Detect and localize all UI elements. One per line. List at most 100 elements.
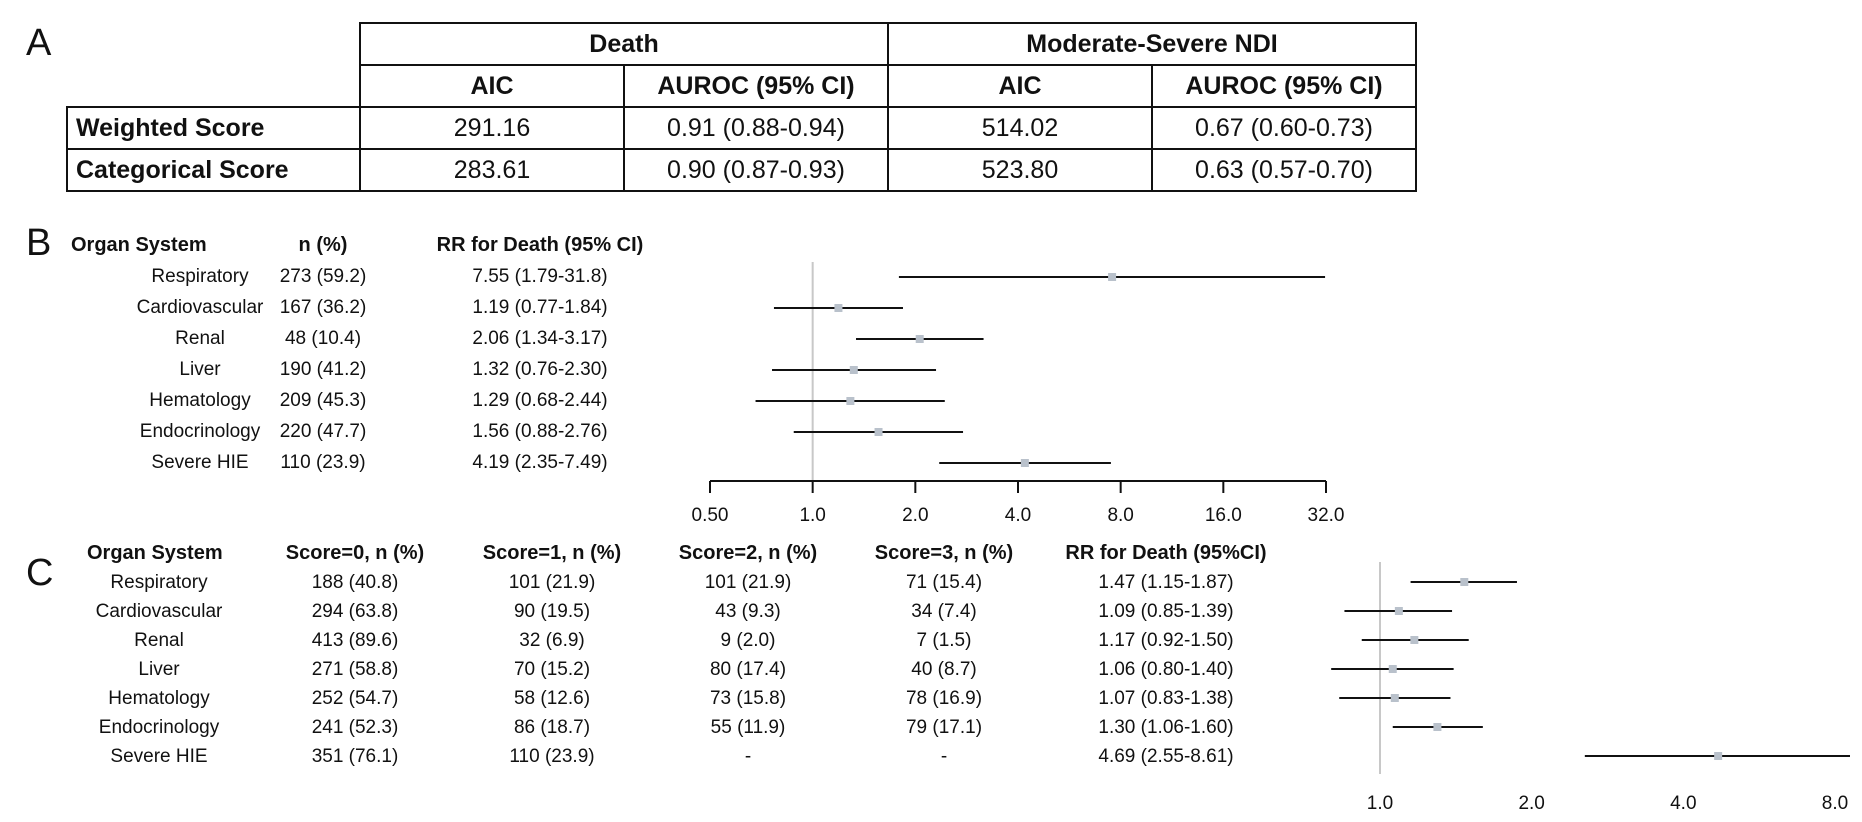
table-cell: 0.90 (0.87-0.93) [623, 148, 889, 192]
group-header-ndi: Moderate-Severe NDI [887, 22, 1417, 66]
subheader-auroc-ndi: AUROC (95% CI) [1151, 64, 1417, 108]
point-estimate [834, 304, 843, 312]
row-score-0: 241 (52.3) [311, 717, 399, 738]
row-rr: 1.56 (0.88-2.76) [472, 421, 608, 442]
x-tick-label: 4.0 [1670, 793, 1696, 814]
row-organ-system: Cardiovascular [95, 601, 223, 622]
point-estimate [1388, 665, 1397, 673]
row-score-1: 58 (12.6) [513, 688, 591, 709]
row-rr: 1.19 (0.77-1.84) [472, 297, 608, 318]
point-estimate [915, 335, 924, 343]
row-n: 273 (59.2) [279, 266, 367, 287]
model-comparison-table: Death Moderate-Severe NDI AIC AUROC (95%… [66, 22, 1417, 192]
row-score-1: 70 (15.2) [513, 659, 591, 680]
row-organ-system: Hematology [108, 688, 210, 709]
row-rr: 1.07 (0.83-1.38) [1098, 688, 1234, 709]
header-organ-system: Organ System [87, 542, 223, 564]
row-score-2: 101 (21.9) [704, 572, 792, 593]
header-score-1: Score=1, n (%) [482, 542, 622, 564]
row-score-3: 40 (8.7) [911, 659, 977, 680]
row-n: 110 (23.9) [280, 452, 366, 473]
row-rr: 1.32 (0.76-2.30) [472, 359, 608, 380]
x-tick-label: 0.50 [692, 505, 729, 526]
panel-label-c: C [26, 552, 54, 594]
x-tick-label: 1.0 [1367, 793, 1393, 814]
row-score-3: 78 (16.9) [905, 688, 983, 709]
row-score-2: 73 (15.8) [709, 688, 787, 709]
header-organ-system: Organ System [71, 234, 207, 256]
x-tick-label: 1.0 [799, 505, 825, 526]
row-score-3: - [940, 746, 948, 767]
row-n: 190 (41.2) [279, 359, 367, 380]
row-score-3: 79 (17.1) [905, 717, 983, 738]
header-score-0: Score=0, n (%) [285, 542, 425, 564]
x-tick-label: 16.0 [1205, 505, 1242, 526]
row-score-1: 90 (19.5) [513, 601, 591, 622]
header-n: n (%) [298, 234, 348, 256]
panel-label-b: B [26, 222, 52, 264]
x-tick-label: 8.0 [1822, 793, 1848, 814]
point-estimate [1410, 636, 1419, 644]
row-score-1: 101 (21.9) [508, 572, 596, 593]
row-score-1: 86 (18.7) [513, 717, 591, 738]
row-score-0: 252 (54.7) [311, 688, 399, 709]
subheader-aic-death: AIC [359, 64, 625, 108]
row-rr: 7.55 (1.79-31.8) [472, 266, 608, 287]
row-organ-system: Respiratory [151, 266, 249, 287]
row-organ-system: Severe HIE [110, 746, 208, 767]
row-score-0: 294 (63.8) [311, 601, 399, 622]
panel-label-a: A [26, 22, 52, 64]
row-score-1: 110 (23.9) [509, 746, 595, 767]
header-score-2: Score=2, n (%) [678, 542, 818, 564]
table-cell: 514.02 [887, 106, 1153, 150]
row-rr: 1.30 (1.06-1.60) [1098, 717, 1234, 738]
x-tick-label: 8.0 [1107, 505, 1133, 526]
row-score-2: 43 (9.3) [715, 601, 781, 622]
table-row: Weighted Score 291.16 0.91 (0.88-0.94) 5… [66, 106, 1417, 150]
header-rr: RR for Death (95%CI) [1065, 542, 1267, 564]
row-rr: 2.06 (1.34-3.17) [472, 328, 608, 349]
row-rr: 1.17 (0.92-1.50) [1098, 630, 1234, 651]
row-score-2: 80 (17.4) [709, 659, 787, 680]
table-cell: 291.16 [359, 106, 625, 150]
row-organ-system: Liver [138, 659, 180, 680]
row-n: 209 (45.3) [279, 390, 367, 411]
point-estimate [846, 397, 855, 405]
row-n: 220 (47.7) [279, 421, 367, 442]
row-rr: 1.06 (0.80-1.40) [1098, 659, 1234, 680]
table-row: Categorical Score 283.61 0.90 (0.87-0.93… [66, 148, 1417, 192]
row-score-2: 55 (11.9) [710, 717, 786, 738]
row-score-3: 34 (7.4) [911, 601, 977, 622]
table-cell: 283.61 [359, 148, 625, 192]
point-estimate [1390, 694, 1399, 702]
subheader-auroc-death: AUROC (95% CI) [623, 64, 889, 108]
row-score-2: 9 (2.0) [720, 630, 776, 651]
group-header-death: Death [359, 22, 889, 66]
row-n: 48 (10.4) [284, 328, 362, 349]
row-organ-system: Endocrinology [139, 421, 261, 442]
row-rr: 1.09 (0.85-1.39) [1098, 601, 1234, 622]
row-n: 167 (36.2) [279, 297, 367, 318]
table-group-header-row: Death Moderate-Severe NDI [67, 22, 1417, 66]
point-estimate [1394, 607, 1403, 615]
row-organ-system: Liver [179, 359, 221, 380]
row-score-3: 7 (1.5) [916, 630, 972, 651]
point-estimate [1460, 578, 1469, 586]
header-score-3: Score=3, n (%) [874, 542, 1014, 564]
row-organ-system: Cardiovascular [136, 297, 264, 318]
row-rr: 4.19 (2.35-7.49) [472, 452, 608, 473]
point-estimate [874, 428, 883, 436]
table-cell: 0.67 (0.60-0.73) [1151, 106, 1417, 150]
row-organ-system: Hematology [149, 390, 251, 411]
x-tick-label: 2.0 [1518, 793, 1544, 814]
point-estimate [1108, 273, 1117, 281]
point-estimate [1714, 752, 1723, 760]
point-estimate [1020, 459, 1029, 467]
point-estimate [849, 366, 858, 374]
header-rr: RR for Death (95% CI) [436, 234, 644, 256]
table-corner [67, 23, 360, 65]
row-organ-system: Severe HIE [151, 452, 249, 473]
table-corner [67, 65, 360, 107]
x-tick-label: 4.0 [1005, 505, 1031, 526]
point-estimate [1433, 723, 1442, 731]
